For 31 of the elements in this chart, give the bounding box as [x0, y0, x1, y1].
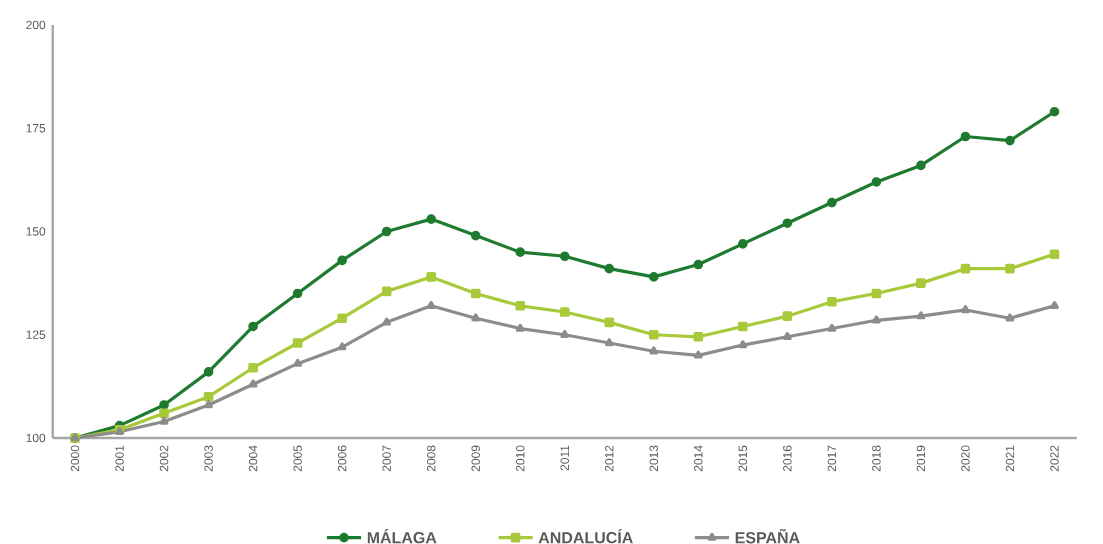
x-tick-label: 2012: [605, 445, 614, 472]
legend-label: MÁLAGA: [367, 529, 437, 544]
x-tick-label: 2014: [694, 445, 703, 472]
y-tick-label: 100: [26, 433, 46, 443]
y-tick-label: 175: [26, 124, 46, 133]
x-tick-label: 2000: [70, 445, 80, 472]
x-tick-label: 2004: [248, 445, 258, 472]
x-tick-label: 2016: [783, 445, 792, 472]
y-tick-label: 150: [26, 227, 46, 236]
x-tick-label: 2001: [115, 445, 124, 472]
x-tick-label: 2020: [961, 445, 970, 472]
x-tick-label: 2017: [827, 445, 837, 472]
legend-label: ANDALUCÍA: [538, 529, 633, 544]
x-tick-label: 2003: [204, 445, 213, 472]
y-tick-label: 125: [26, 330, 46, 339]
x-tick-label: 2006: [337, 445, 347, 472]
x-tick-label: 2018: [872, 445, 881, 472]
x-tick-label: 2002: [159, 445, 169, 472]
x-tick-label: 2011: [560, 445, 569, 471]
x-tick-label: 2022: [1050, 445, 1059, 472]
x-tick-label: 2021: [1005, 445, 1015, 472]
x-tick-label: 2009: [471, 445, 480, 472]
x-tick-label: 2015: [738, 445, 748, 472]
x-tick-label: 2008: [426, 445, 436, 472]
y-tick-label: 200: [26, 20, 46, 30]
x-tick-label: 2013: [649, 445, 659, 472]
x-tick-label: 2010: [515, 445, 525, 472]
x-tick-label: 2007: [382, 445, 391, 472]
x-tick-label: 2005: [293, 445, 302, 472]
legend-label: ESPAÑA: [735, 528, 800, 544]
x-tick-label: 2019: [916, 445, 926, 472]
